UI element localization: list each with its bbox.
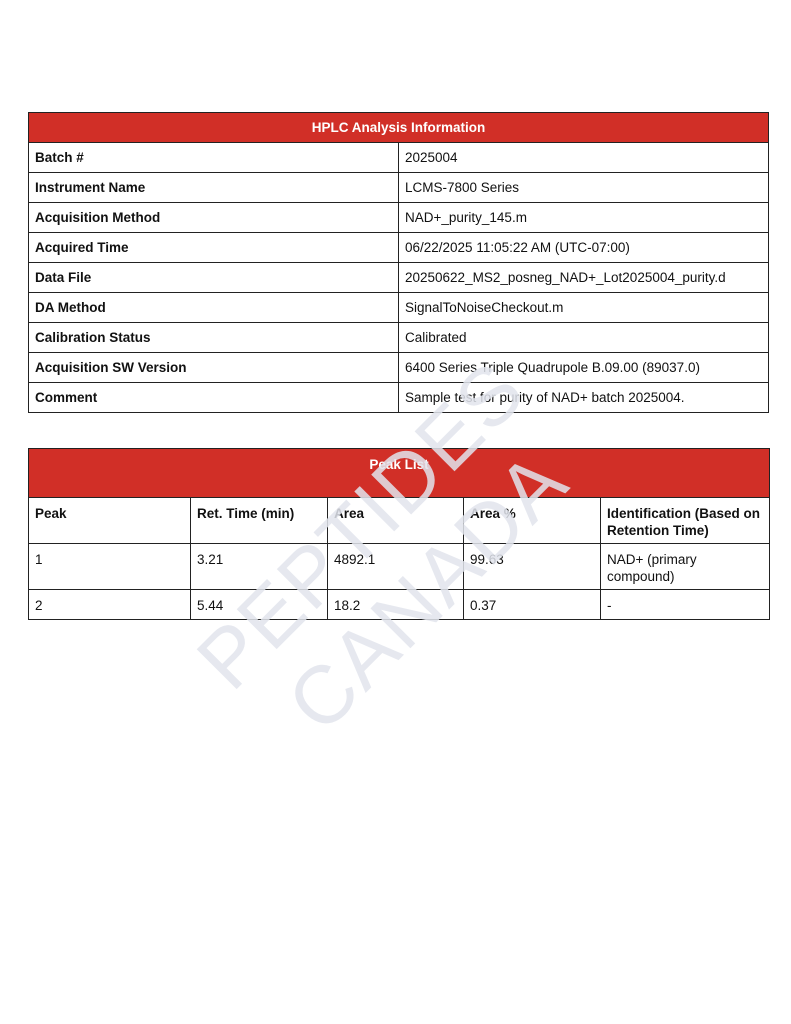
info-row: Batch #2025004: [28, 142, 769, 173]
peak-row: 2 5.44 18.2 0.37-: [28, 589, 771, 620]
peak-list-table: Peak List Peak Ret. Time (min) Area Area % I…: [27, 448, 771, 620]
info-row: Data File 20250622_MS2_posneg_NAD+_Lot202…: [28, 262, 769, 293]
info-row: Acquired Time 06/22/2025 11:05:22 AM (UTC…: [28, 232, 769, 263]
info-label: Calibration Status: [28, 322, 399, 353]
hplc-info-table: HPLC Analysis Information Batch #2025004…: [28, 112, 769, 413]
info-row: Acquisition SW Version 6400 Series Triple…: [28, 352, 769, 383]
peak-cell: NAD+ (primary compound): [599, 543, 771, 590]
info-row: Comment Sample test for purity of NAD+ ba…: [28, 382, 769, 413]
info-row: Acquisition Method NAD+_purity_145.m: [28, 202, 769, 233]
peak-cell: 3.21: [190, 543, 328, 590]
info-label: Acquisition SW Version: [28, 352, 399, 383]
info-value: NAD+_purity_145.m: [398, 202, 769, 233]
column-header: Ret. Time (min): [190, 497, 328, 544]
info-value: 06/22/2025 11:05:22 AM (UTC-07:00): [398, 232, 769, 263]
info-label: Instrument Name: [28, 172, 399, 203]
info-value: LCMS-7800 Series: [398, 172, 769, 203]
peak-cell: 18.2: [327, 589, 464, 620]
info-value: 20250622_MS2_posneg_NAD+_Lot2025004_puri…: [398, 262, 769, 293]
info-table-title: HPLC Analysis Information: [28, 112, 769, 143]
info-row: Calibration Status Calibrated: [28, 322, 769, 353]
column-header: Identification (Based on Retention Time): [599, 497, 771, 544]
peak-cell: 5.44: [190, 589, 328, 620]
info-label: Data File: [28, 262, 399, 293]
info-value: 2025004: [398, 142, 769, 173]
column-header: Peak: [28, 497, 191, 544]
info-label: Acquired Time: [28, 232, 399, 263]
info-label: Batch #: [28, 142, 399, 173]
info-value: Sample test for purity of NAD+ batch 202…: [398, 382, 769, 413]
info-value: Calibrated: [398, 322, 769, 353]
peak-cell: -: [599, 589, 771, 620]
info-value: 6400 Series Triple Quadrupole B.09.00 (8…: [398, 352, 769, 383]
info-row: Instrument Name LCMS-7800 Series: [28, 172, 769, 203]
peak-cell: 99.63: [463, 543, 601, 590]
peak-table-title: Peak List: [27, 448, 771, 498]
peak-cell: 1: [28, 543, 191, 590]
peak-cell: 2: [28, 589, 191, 620]
info-label: Acquisition Method: [28, 202, 399, 233]
column-header: Area %: [463, 497, 601, 544]
column-header: Area: [327, 497, 464, 544]
peak-row: 1 3.21 4892.1 99.63 NAD+ (primary compound): [28, 543, 771, 590]
info-label: Comment: [28, 382, 399, 413]
info-value: SignalToNoiseCheckout.m: [398, 292, 769, 323]
peak-cell: 0.37: [463, 589, 601, 620]
peak-cell: 4892.1: [327, 543, 464, 590]
info-row: DA Method SignalToNoiseCheckout.m: [28, 292, 769, 323]
info-label: DA Method: [28, 292, 399, 323]
